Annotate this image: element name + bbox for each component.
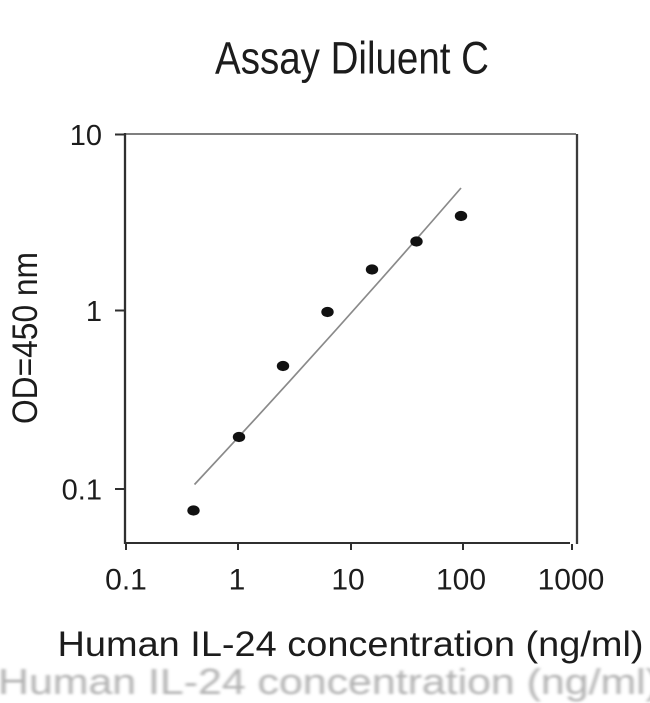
svg-text:OD=450 nm: OD=450 nm	[6, 252, 45, 424]
svg-text:1: 1	[229, 564, 246, 597]
svg-text:10: 10	[70, 120, 102, 152]
svg-text:1: 1	[86, 296, 102, 328]
svg-text:100: 100	[436, 564, 486, 597]
svg-text:1000: 1000	[538, 564, 605, 597]
svg-text:0.1: 0.1	[62, 475, 102, 507]
svg-text:Human IL-24 concentration (ng/: Human IL-24 concentration (ng/ml)	[58, 625, 644, 664]
svg-text:10: 10	[331, 564, 364, 597]
svg-text:Assay Diluent C: Assay Diluent C	[215, 33, 489, 84]
svg-text:0.1: 0.1	[105, 564, 147, 597]
